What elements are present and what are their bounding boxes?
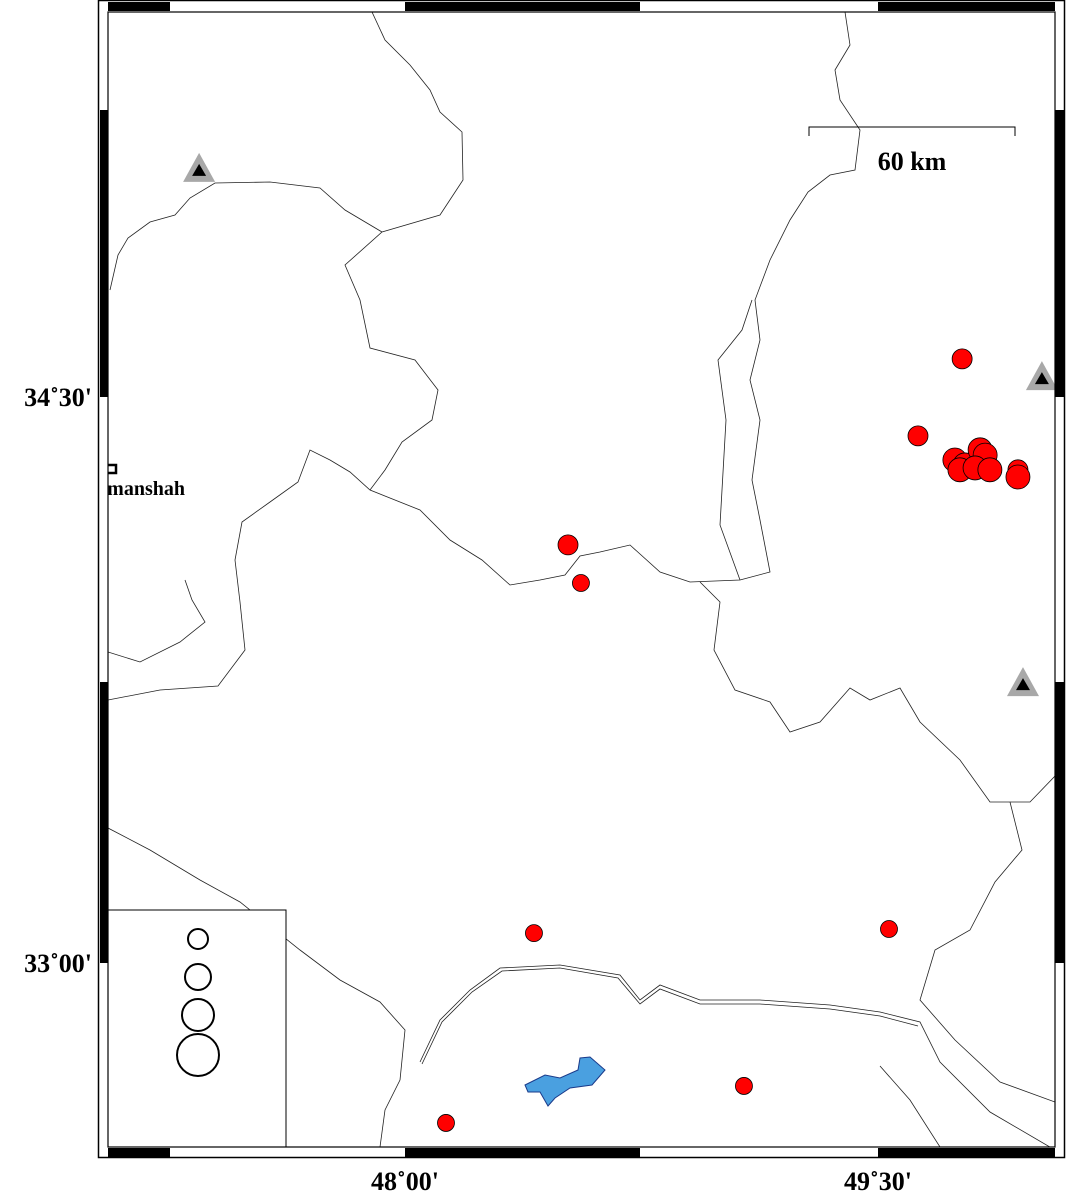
- legend-circle: [176, 1033, 220, 1077]
- station-triangle-icon: [1025, 361, 1055, 391]
- city-kermanshah: Kermanshah: [74, 463, 185, 500]
- city-marker: [108, 463, 118, 475]
- y-tick-label: 34˚30': [24, 383, 92, 412]
- event-marker: [557, 534, 579, 556]
- map-area: Kermanshah 60 km: [74, 12, 1055, 1147]
- frame-bar: [100, 682, 108, 963]
- frame-bar: [405, 1148, 640, 1157]
- event-marker: [735, 1077, 753, 1095]
- station-triangle-icon: [1006, 667, 1039, 697]
- y-tick-label: 33˚00': [24, 949, 92, 978]
- event-marker: [437, 1114, 455, 1132]
- seismic-stations: [183, 152, 1055, 697]
- scale-bar: 60 km: [808, 126, 1016, 176]
- event-marker: [1005, 464, 1031, 490]
- frame-bar: [1055, 682, 1064, 963]
- province-boundaries: [108, 12, 1055, 1147]
- x-tick-label: 48˚00': [371, 1167, 439, 1195]
- frame-bar: [108, 2, 170, 11]
- axis-labels: 48˚00' 49˚30' 34˚30' 33˚00': [24, 383, 912, 1195]
- event-marker: [951, 348, 973, 370]
- legend-circle: [187, 928, 209, 950]
- x-tick-label: 49˚30': [844, 1167, 912, 1195]
- event-marker: [880, 920, 898, 938]
- legend-circle: [181, 998, 215, 1032]
- lake: [524, 1056, 606, 1107]
- city-label: Kermanshah: [74, 478, 185, 500]
- event-marker: [572, 574, 590, 592]
- frame-bar: [100, 110, 108, 397]
- frame-bar: [108, 1148, 170, 1157]
- map-frame: [97, 0, 1066, 1159]
- legend: [108, 909, 287, 1147]
- event-marker: [977, 457, 1003, 483]
- event-marker: [907, 425, 929, 447]
- frame-bar: [878, 2, 1055, 11]
- station-triangle-icon: [183, 152, 216, 182]
- event-marker: [525, 924, 543, 943]
- legend-circle: [184, 963, 212, 991]
- earthquake-events: [437, 348, 1031, 1132]
- frame-bar: [405, 2, 640, 11]
- frame-bar: [1055, 110, 1064, 397]
- scale-bar-label: 60 km: [878, 147, 947, 176]
- frame-bar: [878, 1148, 1055, 1157]
